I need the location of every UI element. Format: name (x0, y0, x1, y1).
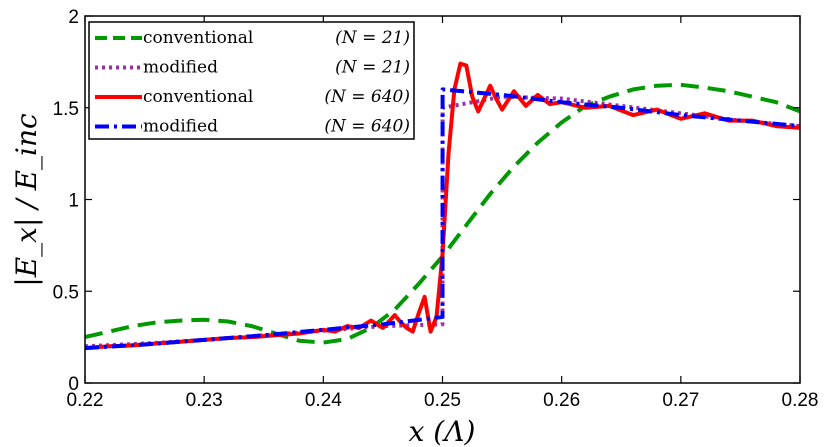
x-tick-label: 0.22 (67, 390, 104, 411)
x-tick-label: 0.23 (186, 390, 223, 411)
x-tick-label: 0.24 (305, 390, 342, 411)
x-tick-label: 0.27 (662, 390, 699, 411)
legend-box (88, 21, 415, 140)
series-layer (85, 61, 800, 351)
legend-label: conventional (143, 87, 253, 107)
y-tick-label: 1 (68, 191, 79, 212)
series-line-3 (85, 87, 800, 351)
legend-label: modified (143, 58, 218, 78)
legend-n-label: (N = 21) (335, 58, 410, 78)
y-tick-label: 2 (68, 7, 79, 28)
y-tick-label: 0.5 (53, 282, 79, 303)
x-axis-title: x (Λ) (409, 415, 476, 447)
legend-entries: conventional (N = 21) modified (N = 21) conv… (95, 28, 410, 137)
legend-n-label: (N = 21) (335, 28, 410, 48)
y-axis-title: |E_x| / E_inc (10, 113, 43, 287)
legend-n-label: (N = 640) (324, 117, 410, 137)
legend: conventional (N = 21) modified (N = 21) conv… (88, 21, 415, 140)
legend-n-label: (N = 640) (324, 87, 410, 107)
legend-label: modified (143, 117, 218, 137)
x-tick-label: 0.28 (782, 390, 819, 411)
x-tick-label: 0.26 (543, 390, 580, 411)
tick-layer: 0.22 0.23 0.24 0.25 0.26 0.27 0.28 0 0.5 1 1.5 2 (53, 7, 819, 411)
y-tick-label: 0 (68, 374, 79, 395)
y-tick-label: 1.5 (53, 99, 79, 120)
x-tick-label: 0.25 (424, 390, 461, 411)
legend-label: conventional (143, 28, 253, 48)
